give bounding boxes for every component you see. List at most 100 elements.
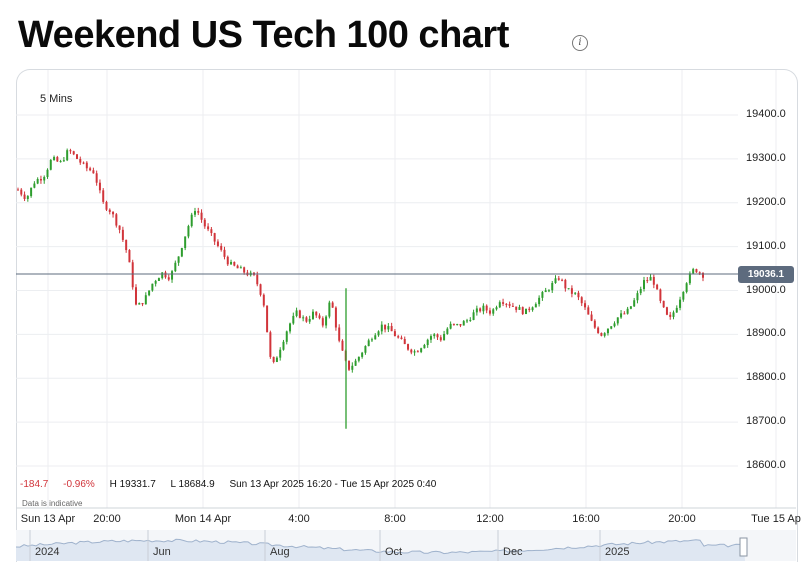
candle-body bbox=[66, 150, 69, 161]
candle-body bbox=[433, 334, 436, 337]
candle-body bbox=[420, 348, 423, 352]
candle-body bbox=[17, 189, 19, 191]
candle-body bbox=[298, 310, 301, 318]
candle-body bbox=[495, 307, 498, 310]
candle-body bbox=[659, 289, 662, 301]
candle-body bbox=[33, 183, 36, 188]
candle-body bbox=[665, 307, 668, 315]
candle-body bbox=[239, 267, 242, 269]
candle-body bbox=[59, 161, 62, 163]
candle-body bbox=[184, 236, 187, 249]
candle-body bbox=[692, 269, 695, 274]
candle-body bbox=[230, 262, 233, 265]
candle-body bbox=[531, 307, 534, 311]
candle-body bbox=[413, 351, 416, 353]
candle-body bbox=[695, 269, 698, 273]
candle-body bbox=[544, 290, 547, 293]
candle-body bbox=[613, 323, 616, 327]
candle-body bbox=[275, 357, 278, 362]
navigator-label: Aug bbox=[270, 546, 290, 558]
candle-body bbox=[187, 226, 190, 237]
candle-body bbox=[279, 349, 282, 358]
candle-body bbox=[151, 283, 154, 291]
candle-body bbox=[538, 297, 541, 305]
candle-body bbox=[125, 239, 128, 251]
candle-body bbox=[75, 154, 78, 159]
candle-body bbox=[161, 272, 164, 279]
interval-selector[interactable]: 5 Mins bbox=[40, 93, 73, 105]
candle-body bbox=[148, 290, 151, 296]
candle-body bbox=[341, 340, 344, 351]
candle-body bbox=[233, 262, 236, 266]
navigator-label: Oct bbox=[385, 546, 403, 558]
info-icon[interactable]: i bbox=[572, 35, 588, 51]
candle-body bbox=[590, 314, 593, 321]
candle-body bbox=[505, 303, 508, 305]
x-tick-label: 8:00 bbox=[384, 513, 406, 525]
candle-body bbox=[646, 280, 649, 282]
candle-body bbox=[580, 297, 583, 304]
candle-body bbox=[36, 179, 39, 184]
candle-body bbox=[570, 288, 573, 294]
candle-body bbox=[429, 336, 432, 340]
candle-body bbox=[30, 187, 33, 197]
candle-body bbox=[685, 283, 688, 292]
candle-body bbox=[98, 182, 101, 191]
candle-body bbox=[525, 308, 528, 315]
candle-body bbox=[46, 169, 49, 177]
candle-body bbox=[633, 300, 636, 307]
candle-body bbox=[374, 335, 377, 340]
candle-body bbox=[652, 276, 655, 285]
candle-body bbox=[82, 162, 85, 164]
candle-body bbox=[561, 279, 564, 281]
chart-panel[interactable] bbox=[16, 69, 798, 562]
candle-body bbox=[492, 309, 495, 314]
change-percent: -0.96% bbox=[63, 479, 95, 490]
candle-body bbox=[403, 339, 406, 345]
candle-body bbox=[511, 305, 514, 307]
navigator-label: 2024 bbox=[35, 546, 60, 558]
high-value: H 19331.7 bbox=[109, 479, 156, 490]
candle-body bbox=[643, 280, 646, 289]
candle-body bbox=[603, 333, 606, 336]
candle-body bbox=[502, 302, 505, 304]
candle-body bbox=[626, 308, 629, 314]
candle-body bbox=[547, 290, 550, 292]
candle-body bbox=[138, 303, 141, 305]
candle-body bbox=[361, 352, 364, 357]
candle-body bbox=[508, 304, 511, 306]
candle-body bbox=[118, 225, 121, 230]
candle-body bbox=[623, 313, 626, 315]
navigator bbox=[15, 530, 796, 561]
candle-body bbox=[95, 173, 98, 183]
candle-body bbox=[193, 211, 196, 215]
candle-body bbox=[620, 313, 623, 318]
candle-body bbox=[89, 168, 92, 171]
candle-body bbox=[574, 292, 577, 294]
y-tick-label: 19100.0 bbox=[746, 239, 786, 252]
candle-body bbox=[616, 317, 619, 324]
candle-body bbox=[564, 279, 567, 289]
candle-body bbox=[154, 280, 157, 284]
candle-body bbox=[220, 245, 223, 250]
candle-body bbox=[131, 262, 134, 288]
navigator-area bbox=[16, 539, 745, 561]
candle-body bbox=[180, 248, 183, 257]
candle-body bbox=[295, 310, 298, 316]
low-value: L 18684.9 bbox=[170, 479, 215, 490]
candle-body bbox=[600, 333, 603, 336]
candle-body bbox=[485, 305, 488, 311]
candle-body bbox=[397, 336, 400, 338]
candle-body bbox=[226, 256, 229, 265]
candle-body bbox=[656, 284, 659, 290]
candle-body bbox=[593, 320, 596, 328]
candle-body bbox=[597, 327, 600, 334]
candle-body bbox=[610, 326, 613, 329]
date-range: Sun 13 Apr 2025 16:20 - Tue 15 Apr 2025 … bbox=[229, 479, 437, 490]
x-tick-label: Sun 13 Apr bbox=[20, 513, 76, 525]
candle-body bbox=[334, 307, 337, 328]
candle-body bbox=[72, 151, 75, 155]
x-tick-label: 12:00 bbox=[476, 513, 504, 525]
candle-body bbox=[393, 331, 396, 337]
